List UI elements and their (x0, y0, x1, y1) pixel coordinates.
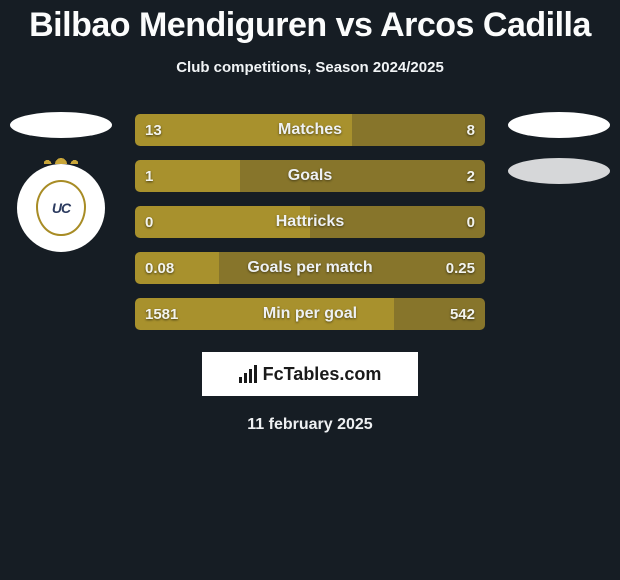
crest-letters: UC (52, 200, 70, 216)
stat-value-right: 0 (457, 206, 485, 238)
comparison-content: UC Matches13 8 Goals1 2 Hattricks0 0 Goals per… (0, 114, 620, 434)
branding-box: FcTables.com (202, 352, 418, 396)
stat-row: Goals1 2 (135, 160, 485, 192)
snapshot-date: 11 february 2025 (0, 416, 620, 434)
stat-row: Goals per match0.08 0.25 (135, 252, 485, 284)
stat-value-right: 0.25 (436, 252, 485, 284)
stat-label: Goals (135, 167, 485, 185)
shield-icon: UC (36, 180, 86, 236)
stat-label: Goals per match (135, 259, 485, 277)
stat-value-left: 0 (135, 206, 163, 238)
stat-row: Matches13 8 (135, 114, 485, 146)
branding-text: FcTables.com (263, 364, 382, 385)
stat-row: Min per goal1581542 (135, 298, 485, 330)
stat-label: Matches (135, 121, 485, 139)
left-player-badge (10, 112, 112, 138)
right-club-badge (508, 158, 610, 184)
right-player-logos (504, 112, 614, 184)
left-player-logos: UC (6, 112, 116, 252)
stat-row: Hattricks0 0 (135, 206, 485, 238)
crown-icon (44, 148, 78, 164)
stat-value-left: 1581 (135, 298, 188, 330)
stat-value-right: 8 (457, 114, 485, 146)
right-player-badge (508, 112, 610, 138)
stat-value-right: 2 (457, 160, 485, 192)
stat-value-right: 542 (440, 298, 485, 330)
comparison-subtitle: Club competitions, Season 2024/2025 (0, 59, 620, 76)
stat-value-left: 0.08 (135, 252, 184, 284)
left-club-crest: UC (17, 164, 105, 252)
stats-rows: Matches13 8 Goals1 2 Hattricks0 0 Goals per ma… (135, 114, 485, 330)
comparison-title: Bilbao Mendiguren vs Arcos Cadilla (0, 0, 620, 45)
stat-value-left: 1 (135, 160, 163, 192)
stat-value-left: 13 (135, 114, 172, 146)
bar-chart-icon (239, 365, 257, 383)
stat-label: Hattricks (135, 213, 485, 231)
